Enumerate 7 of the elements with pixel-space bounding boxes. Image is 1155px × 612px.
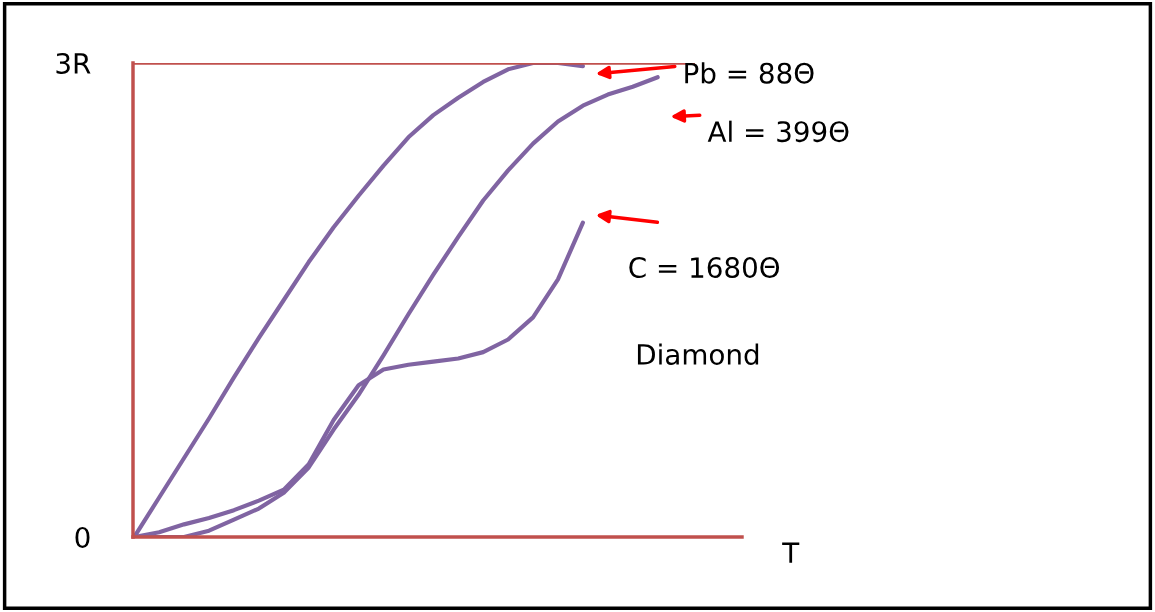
y-tick-label: 3R	[56, 52, 91, 74]
annotation: Diamond	[637, 343, 759, 365]
annotation: Al = 399Θ	[707, 120, 849, 143]
x-axis-title: T	[782, 542, 800, 563]
annotation: C = 1680Θ	[629, 257, 780, 279]
annotation: Pb = 88Θ	[685, 62, 814, 84]
y-tick-label: 0	[75, 526, 90, 548]
